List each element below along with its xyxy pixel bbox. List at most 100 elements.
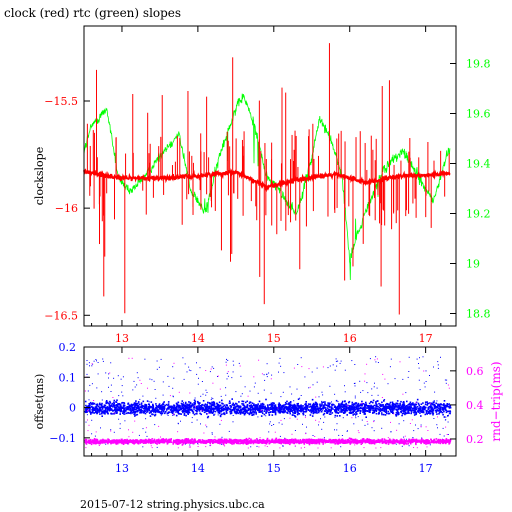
offset-point bbox=[188, 366, 190, 368]
offset-point bbox=[430, 403, 432, 405]
offset-point bbox=[145, 406, 148, 408]
rndtrip-point bbox=[328, 438, 331, 441]
offset-point bbox=[100, 403, 103, 406]
offset-point bbox=[358, 407, 361, 410]
offset-point bbox=[201, 407, 203, 409]
rndtrip-point bbox=[427, 442, 430, 445]
offset-point bbox=[441, 411, 444, 414]
offset-point bbox=[112, 406, 114, 408]
offset-point bbox=[348, 409, 351, 411]
offset-point bbox=[448, 406, 451, 409]
rndtrip-point bbox=[449, 440, 451, 443]
offset-point bbox=[101, 391, 103, 393]
offset-point bbox=[309, 414, 312, 416]
offset-point bbox=[220, 407, 223, 410]
offset-point bbox=[226, 378, 228, 380]
offset-point bbox=[264, 410, 266, 412]
offset-point bbox=[416, 406, 419, 408]
offset-point bbox=[333, 406, 336, 408]
offset-point bbox=[105, 411, 108, 413]
offset-point bbox=[273, 411, 275, 413]
offset-point bbox=[333, 409, 336, 411]
rndtrip-point bbox=[396, 439, 398, 441]
offset-point bbox=[199, 367, 201, 369]
offset-point bbox=[270, 411, 272, 413]
clock-spikes bbox=[86, 43, 450, 315]
offset-point bbox=[299, 405, 301, 408]
offset-point bbox=[272, 408, 275, 410]
offset-point bbox=[152, 407, 155, 409]
offset-point bbox=[422, 405, 425, 408]
offset-point bbox=[220, 409, 223, 411]
offset-point bbox=[239, 408, 241, 409]
offset-point bbox=[223, 404, 226, 407]
offset-point bbox=[338, 434, 340, 436]
offset-point bbox=[349, 410, 352, 412]
rndtrip-point bbox=[304, 441, 306, 443]
offset-point bbox=[434, 409, 437, 412]
offset-point bbox=[438, 403, 440, 406]
rndtrip-point bbox=[342, 442, 345, 444]
rndtrip-point bbox=[247, 439, 249, 441]
rndtrip-point bbox=[393, 439, 396, 441]
offset-point bbox=[369, 408, 372, 410]
offset-point bbox=[101, 415, 103, 417]
rndtrip-point bbox=[406, 440, 409, 443]
offset-point bbox=[294, 415, 296, 417]
offset-point bbox=[146, 400, 149, 402]
offset-point bbox=[194, 409, 197, 412]
offset-point bbox=[144, 408, 147, 410]
offset-point bbox=[376, 407, 378, 410]
rndtrip-point bbox=[281, 439, 284, 441]
offset-point bbox=[219, 415, 222, 418]
offset-point bbox=[181, 410, 184, 412]
offset-point bbox=[241, 410, 243, 412]
offset-point bbox=[145, 407, 148, 409]
offset-point bbox=[197, 383, 199, 385]
offset-point bbox=[415, 424, 416, 426]
offset-point bbox=[91, 383, 93, 385]
offset-point bbox=[257, 416, 259, 418]
offset-point bbox=[371, 427, 373, 429]
offset-point bbox=[390, 431, 392, 433]
offset-point bbox=[119, 427, 121, 429]
offset-point bbox=[188, 407, 191, 410]
offset-point bbox=[251, 414, 253, 416]
offset-point bbox=[226, 408, 228, 411]
offset-point bbox=[368, 406, 370, 409]
rndtrip-point bbox=[366, 439, 368, 441]
offset-point bbox=[109, 409, 112, 411]
offset-point bbox=[414, 411, 416, 414]
offset-point bbox=[374, 409, 377, 411]
offset-point bbox=[445, 411, 448, 414]
offset-point bbox=[288, 408, 290, 411]
rndtrip-point bbox=[219, 439, 222, 442]
offset-point bbox=[100, 427, 101, 429]
offset-point bbox=[271, 425, 273, 426]
rndtrip-point bbox=[214, 441, 217, 443]
rndtrip-point bbox=[118, 439, 120, 441]
offset-point bbox=[122, 410, 125, 413]
offset-point bbox=[98, 411, 101, 413]
offset-point bbox=[346, 409, 348, 412]
offset-point bbox=[208, 407, 211, 409]
rndtrip-point bbox=[282, 440, 284, 443]
offset-point bbox=[228, 402, 231, 405]
rndtrip-point bbox=[382, 441, 385, 443]
offset-point bbox=[172, 387, 174, 389]
offset-point bbox=[99, 409, 102, 411]
offset-point bbox=[106, 408, 109, 410]
offset-point bbox=[433, 404, 435, 406]
offset-point bbox=[142, 400, 145, 403]
offset-point bbox=[187, 403, 189, 406]
offset-point bbox=[242, 404, 245, 406]
offset-point bbox=[249, 401, 252, 404]
offset-point bbox=[440, 403, 443, 406]
rndtrip-point bbox=[245, 441, 248, 443]
offset-point bbox=[124, 413, 126, 415]
offset-point bbox=[189, 409, 191, 411]
offset-point bbox=[324, 402, 326, 405]
offset-point bbox=[315, 409, 317, 412]
offset-point bbox=[187, 409, 190, 412]
offset-point bbox=[407, 376, 409, 378]
